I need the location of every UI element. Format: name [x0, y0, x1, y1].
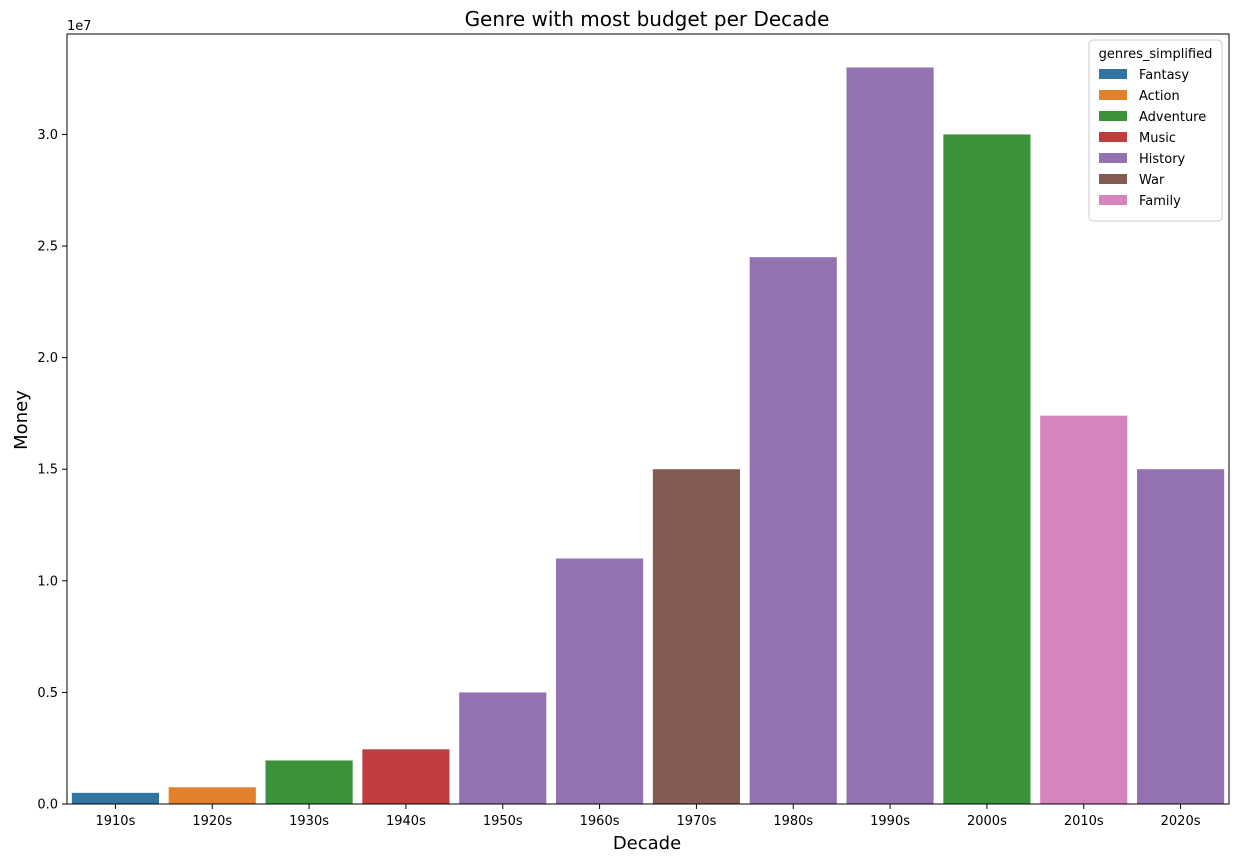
bar-1910s — [71, 792, 159, 804]
x-tick-label: 1920s — [192, 814, 232, 829]
legend: genres_simplified Fantasy Action Adventure M… — [1088, 39, 1223, 222]
x-axis-label: Decade — [613, 833, 681, 854]
x-tick-label: 1940s — [386, 814, 426, 829]
x-tick-label: 2020s — [1161, 814, 1201, 829]
legend-label-war: War — [1139, 173, 1165, 188]
legend-swatch-action — [1099, 90, 1127, 100]
legend-label-action: Action — [1139, 89, 1180, 104]
y-tick-label: 2.0 — [37, 351, 58, 366]
legend-label-family: Family — [1139, 194, 1181, 209]
x-tick-label: 2010s — [1064, 814, 1104, 829]
legend-swatch-music — [1099, 132, 1127, 142]
bar-1950s — [459, 692, 547, 804]
bar-1920s — [168, 787, 256, 804]
bar-2010s — [1040, 415, 1128, 804]
legend-swatch-fantasy — [1099, 69, 1127, 79]
y-tick-label: 1.5 — [37, 463, 58, 478]
plot-frame — [66, 33, 1230, 805]
bar-1960s — [556, 558, 644, 804]
x-tick-label: 1950s — [483, 814, 523, 829]
legend-swatch-adventure — [1099, 111, 1127, 121]
legend-swatch-war — [1099, 174, 1127, 184]
legend-title: genres_simplified — [1099, 47, 1213, 62]
y-tick-label: 3.0 — [37, 128, 58, 143]
bar-1990s — [846, 67, 934, 804]
bar-1980s — [749, 257, 837, 804]
legend-label-fantasy: Fantasy — [1139, 68, 1189, 83]
bars-group — [71, 67, 1225, 804]
bar-2000s — [943, 134, 1031, 804]
y-axis-label: Money — [11, 390, 32, 450]
bar-1940s — [362, 749, 450, 804]
x-tick-label: 2000s — [967, 814, 1007, 829]
bar-1930s — [265, 760, 353, 804]
x-tick-label: 1970s — [676, 814, 716, 829]
y-tick-label: 2.5 — [37, 240, 58, 255]
legend-swatch-history — [1099, 153, 1127, 163]
legend-label-adventure: Adventure — [1139, 110, 1206, 125]
x-tick-label: 1990s — [870, 814, 910, 829]
y-offset-label: 1e7 — [67, 19, 92, 34]
x-tick-label: 1930s — [289, 814, 329, 829]
y-axis-ticks: 0.0 0.5 1.0 1.5 2.0 2.5 3.0 — [37, 128, 67, 813]
legend-label-music: Music — [1139, 131, 1176, 146]
bar-2020s — [1137, 469, 1225, 804]
y-tick-label: 0.0 — [37, 798, 58, 813]
x-tick-label: 1910s — [95, 814, 135, 829]
y-tick-label: 1.0 — [37, 574, 58, 589]
legend-swatch-family — [1099, 195, 1127, 205]
chart-title: Genre with most budget per Decade — [465, 7, 830, 31]
bar-1970s — [652, 469, 740, 804]
x-tick-label: 1980s — [773, 814, 813, 829]
x-axis-ticks: 1910s 1920s 1930s 1940s 1950s 1960s 1970s 1980s… — [95, 804, 1201, 829]
x-tick-label: 1960s — [580, 814, 620, 829]
legend-label-history: History — [1139, 152, 1186, 167]
y-tick-label: 0.5 — [37, 686, 58, 701]
